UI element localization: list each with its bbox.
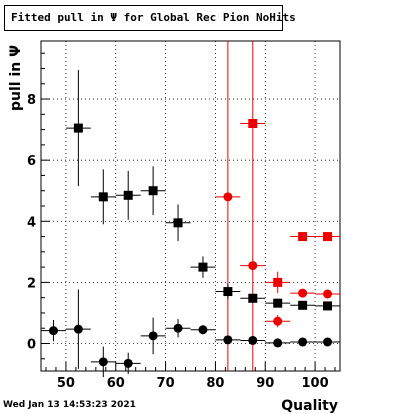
- y-axis-label: pull in Ψ: [8, 45, 24, 111]
- x-tick-label: 60: [107, 376, 125, 391]
- circle-marker: [198, 325, 208, 335]
- circle-marker: [248, 261, 258, 271]
- circle-marker: [148, 331, 158, 341]
- data-point: [290, 337, 316, 347]
- square-marker: [323, 232, 333, 242]
- square-marker: [73, 123, 83, 133]
- square-marker: [298, 232, 308, 242]
- y-tick-label: 0: [27, 338, 36, 353]
- data-point: [240, 335, 266, 345]
- x-tick-label: 50: [57, 376, 75, 391]
- data-point: [140, 317, 166, 355]
- data-point: [240, 293, 266, 303]
- circle-marker: [48, 326, 58, 336]
- data-point: [165, 319, 191, 338]
- axes: 50 60 70 80 90 100 0 2 4 6 8: [27, 52, 336, 391]
- data-point: [290, 288, 316, 298]
- square-marker: [248, 119, 258, 128]
- data-point: [115, 352, 141, 375]
- data-point: [290, 232, 316, 242]
- square-marker: [223, 287, 233, 297]
- square-marker: [323, 301, 333, 311]
- data-point: [65, 70, 91, 187]
- circle-marker: [223, 192, 233, 202]
- y-tick-label: 4: [27, 215, 36, 230]
- square-marker: [198, 262, 208, 272]
- y-tick-label: 2: [27, 276, 36, 291]
- circle-marker: [123, 358, 133, 368]
- data-point: [41, 319, 66, 342]
- data-point: [215, 192, 241, 202]
- data-point: [90, 346, 116, 378]
- data-point: [240, 261, 266, 271]
- data-point: [315, 289, 340, 299]
- data-point: [190, 256, 216, 278]
- data-point: [265, 338, 291, 348]
- circle-marker: [273, 338, 283, 348]
- chart-title: Fitted pull in Ψ for Global Rec Pion NoH…: [4, 5, 296, 31]
- circle-marker: [323, 337, 333, 347]
- data-point: [240, 119, 266, 128]
- x-tick-label: 90: [256, 376, 274, 391]
- circle-marker: [298, 288, 308, 298]
- reference-lines: [227, 41, 254, 371]
- timestamp: Wed Jan 13 14:53:23 2021: [3, 400, 136, 410]
- square-marker: [123, 190, 133, 200]
- square-marker: [248, 293, 258, 303]
- data-point: [65, 289, 91, 369]
- circle-marker: [273, 316, 283, 326]
- data-point: [315, 301, 340, 311]
- y-tick-label: 6: [27, 154, 36, 169]
- circle-marker: [98, 357, 108, 367]
- square-marker: [273, 298, 283, 308]
- data-point: [215, 335, 241, 345]
- square-marker: [173, 218, 183, 228]
- data-point: [315, 232, 340, 242]
- data-point: [165, 204, 191, 242]
- circle-marker: [223, 335, 233, 345]
- x-tick-label: 80: [206, 376, 224, 391]
- square-marker: [298, 300, 308, 310]
- circle-marker: [248, 335, 258, 345]
- x-tick-label: 100: [302, 376, 329, 391]
- x-tick-label: 70: [157, 376, 175, 391]
- data-point: [265, 298, 291, 308]
- data-point: [140, 166, 166, 216]
- circle-marker: [323, 289, 333, 299]
- circle-marker: [298, 337, 308, 347]
- data-point: [90, 169, 116, 225]
- plot-frame: [40, 40, 341, 372]
- data-points: [41, 70, 340, 378]
- data-point: [265, 271, 291, 294]
- x-axis-label: Quality: [281, 398, 338, 414]
- square-marker: [273, 277, 283, 287]
- data-point: [265, 315, 291, 328]
- data-point: [215, 283, 241, 300]
- square-marker: [148, 186, 158, 196]
- circle-marker: [173, 323, 183, 333]
- data-point: [290, 300, 316, 310]
- square-marker: [98, 192, 108, 202]
- y-tick-label: 8: [27, 93, 36, 108]
- data-point: [190, 325, 216, 335]
- data-point: [315, 337, 340, 347]
- grid: [41, 41, 340, 371]
- data-point: [115, 170, 141, 220]
- circle-marker: [73, 324, 83, 334]
